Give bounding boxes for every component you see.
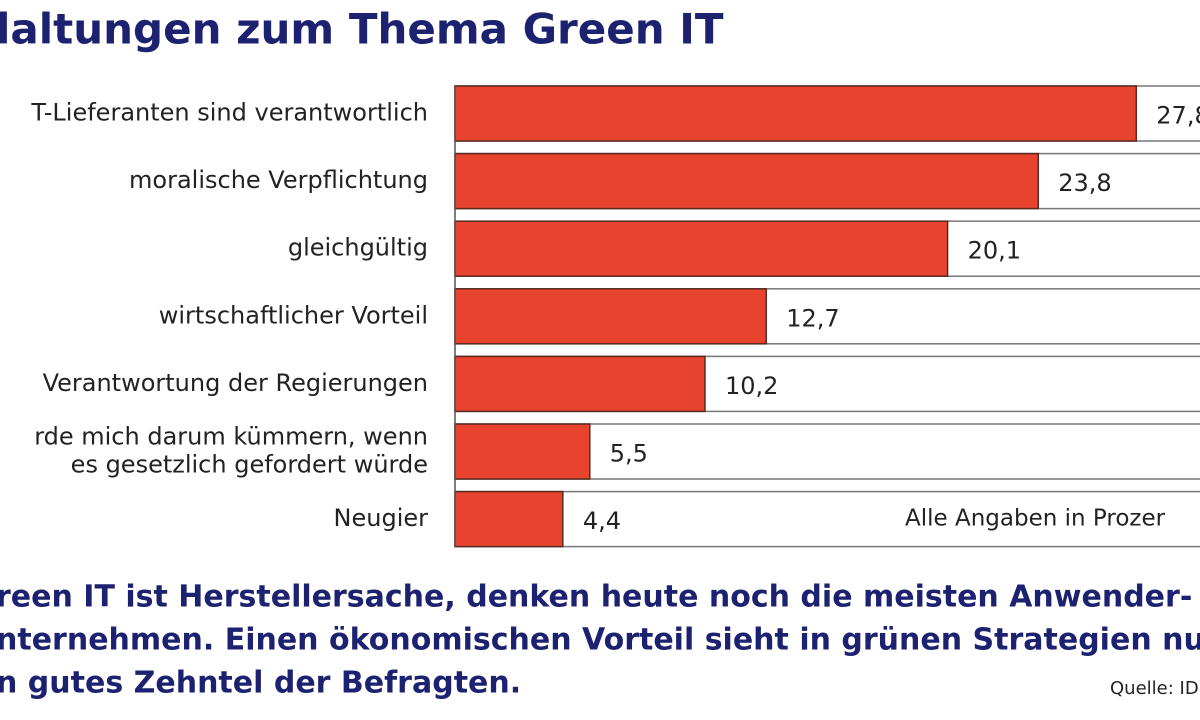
caption-line: reen IT ist Herstellersache, denken heut… xyxy=(0,580,1192,615)
category-label: gleichgültig xyxy=(288,234,428,262)
value-label: 4,4 xyxy=(583,507,621,535)
value-label: 5,5 xyxy=(610,440,648,468)
value-label: 12,7 xyxy=(786,304,839,332)
category-label: Neugier xyxy=(334,504,429,532)
bar xyxy=(454,220,949,277)
category-label: moralische Verpflichtung xyxy=(129,166,428,194)
chart-title: laltungen zum Thema Green IT xyxy=(0,5,724,54)
bar xyxy=(454,490,564,548)
bar xyxy=(454,288,767,345)
category-label: T-Lieferanten sind verantwortlich xyxy=(30,99,428,127)
value-label: 23,8 xyxy=(1058,169,1111,197)
bar xyxy=(454,152,1040,210)
bar xyxy=(454,85,1138,142)
source: Quelle: ID xyxy=(1110,678,1199,699)
bar xyxy=(454,355,706,413)
category-label: rde mich darum kümmern, wenn es gesetzlic… xyxy=(34,423,428,479)
caption-line: n gutes Zehntel der Befragten. xyxy=(0,666,521,701)
category-label: wirtschaftlicher Vorteil xyxy=(159,301,428,329)
value-label: 20,1 xyxy=(968,237,1021,265)
bar xyxy=(454,423,591,480)
value-label: 10,2 xyxy=(725,372,778,400)
caption-line: nternehmen. Einen ökonomischen Vorteil s… xyxy=(0,623,1200,658)
row-frame xyxy=(454,490,1200,548)
category-label: Verantwortung der Regierungen xyxy=(43,369,428,397)
value-label: 27,8 xyxy=(1156,102,1200,130)
note: Alle Angaben in Prozer xyxy=(905,506,1166,532)
